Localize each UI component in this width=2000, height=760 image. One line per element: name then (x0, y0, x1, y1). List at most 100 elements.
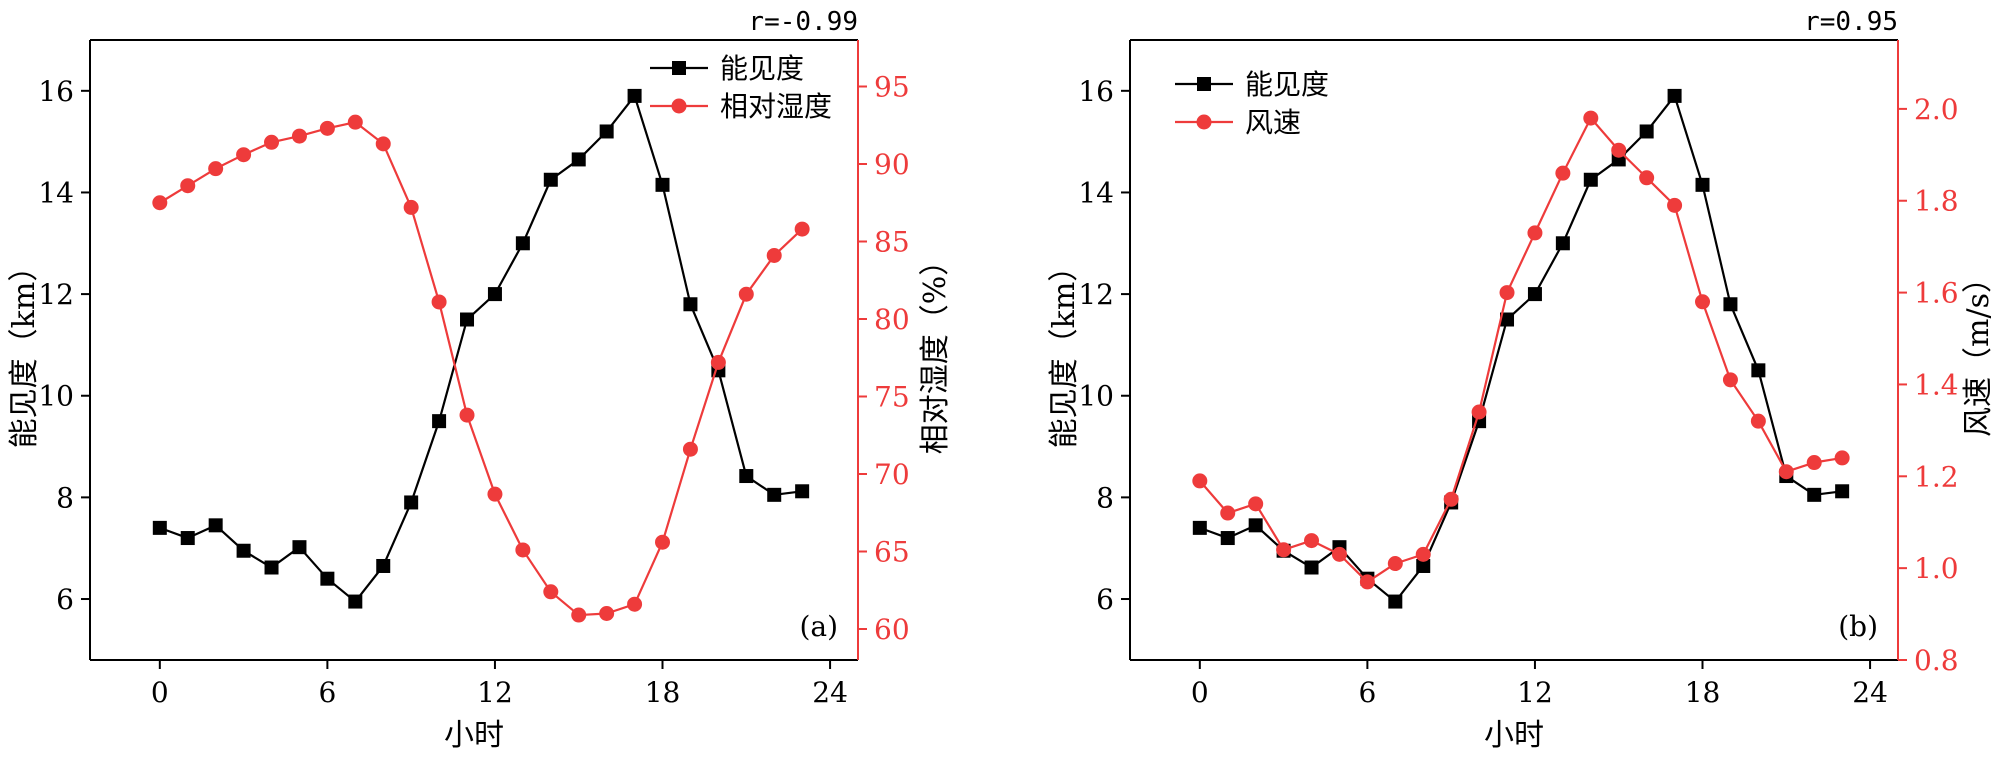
data-point-circle (543, 584, 559, 600)
data-point-square (1807, 487, 1822, 502)
data-point-square (655, 177, 670, 192)
right-y-tick-label: 75 (874, 381, 910, 414)
data-point-circle (1834, 450, 1850, 466)
data-point-square (1304, 560, 1319, 575)
data-point-circle (794, 221, 810, 237)
data-point-circle (1667, 197, 1683, 213)
left-y-tick-label: 14 (38, 176, 74, 209)
right-y-tick-label: 70 (874, 458, 910, 491)
data-point-circle (152, 195, 168, 211)
data-point-square (1416, 558, 1431, 573)
right-y-tick-label: 95 (874, 71, 910, 104)
data-point-circle (766, 247, 782, 263)
data-point-circle (1443, 491, 1459, 507)
data-point-square (180, 531, 195, 546)
data-point-circle (1583, 110, 1599, 126)
legend-label: 能见度 (720, 52, 804, 85)
right-y-axis-title: 相对湿度（%） (918, 246, 953, 455)
legend-label: 风速 (1245, 106, 1301, 139)
left-y-tick-label: 16 (1078, 75, 1114, 108)
data-point-circle (459, 407, 475, 423)
x-tick-label: 18 (645, 676, 681, 709)
left-y-tick-label: 16 (38, 75, 74, 108)
data-point-circle (347, 114, 363, 130)
data-point-square (376, 558, 391, 573)
right-y-tick-label: 1.8 (1914, 185, 1959, 218)
data-point-circle (1806, 455, 1822, 471)
x-tick-label: 24 (812, 676, 848, 709)
right-y-tick-label: 65 (874, 536, 910, 569)
right-y-tick-label: 1.6 (1914, 277, 1959, 310)
data-point-circle (1695, 294, 1711, 310)
data-point-square (1248, 518, 1263, 533)
data-point-square (571, 152, 586, 167)
data-point-square (348, 594, 363, 609)
data-point-square (515, 236, 530, 251)
data-point-square (1388, 594, 1403, 609)
data-point-circle (1611, 142, 1627, 158)
data-point-circle (627, 596, 643, 612)
right-y-tick-label: 60 (874, 613, 910, 646)
left-y-tick-label: 8 (1096, 481, 1114, 514)
data-point-circle (1750, 413, 1766, 429)
x-axis-title: 小时 (444, 718, 504, 753)
data-point-circle (738, 286, 754, 302)
panel-a: 0 6 12 18 24 6 8 10 12 14 16 60 65 70 75 80 85 90 95 小时 能见度（… (7, 7, 953, 753)
left-y-tick-label: 12 (38, 278, 74, 311)
right-y-tick-label: 2.0 (1914, 93, 1959, 126)
data-point-square (1527, 287, 1542, 302)
right-y-tick-label: 1.0 (1914, 552, 1959, 585)
data-point-circle (375, 136, 391, 152)
series-line-visibility (1199, 94, 1843, 603)
data-point-circle (710, 354, 726, 370)
x-tick-label: 24 (1852, 676, 1888, 709)
data-point-square (320, 571, 335, 586)
data-point-square (1723, 297, 1738, 312)
data-point-circle (1415, 546, 1431, 562)
left-y-axis-title: 能见度（km） (1047, 252, 1082, 449)
left-y-tick-label: 6 (56, 583, 74, 616)
data-point-circle (1639, 170, 1655, 186)
data-point-square (627, 88, 642, 103)
panel-label: (b) (1838, 610, 1878, 643)
panel-label: (a) (799, 610, 838, 643)
legend-label: 能见度 (1245, 68, 1329, 101)
right-y-tick-label: 90 (874, 148, 910, 181)
data-point-circle (180, 178, 196, 194)
data-point-circle (571, 607, 587, 623)
data-point-circle (487, 486, 503, 502)
data-point-circle (1220, 505, 1236, 521)
data-point-circle (431, 294, 447, 310)
right-y-axis-title: 风速（m/s） (1961, 263, 1996, 437)
data-point-circle (208, 161, 224, 177)
right-y-tick-label: 1.2 (1914, 460, 1959, 493)
left-y-axis-title: 能见度（km） (7, 252, 42, 449)
x-tick-label: 6 (1358, 676, 1376, 709)
data-point-square (487, 287, 502, 302)
data-point-square (739, 469, 754, 484)
x-tick-label: 6 (318, 676, 336, 709)
data-point-circle (236, 147, 252, 163)
data-point-square (460, 312, 475, 327)
data-point-square (404, 495, 419, 510)
data-point-circle (1304, 533, 1320, 549)
left-y-tick-label: 12 (1078, 278, 1114, 311)
x-tick-label: 0 (151, 676, 169, 709)
x-tick-label: 18 (1685, 676, 1721, 709)
data-point-square (1555, 236, 1570, 251)
data-point-circle (599, 606, 615, 621)
left-y-tick-label: 6 (1096, 583, 1114, 616)
left-y-tick-label: 10 (1078, 380, 1114, 413)
x-tick-label: 12 (477, 676, 513, 709)
data-point-square (152, 520, 167, 535)
data-point-circle (1359, 574, 1375, 590)
x-axis-title: 小时 (1484, 718, 1544, 753)
data-point-square (1751, 363, 1766, 378)
data-point-circle (1555, 165, 1571, 181)
data-point-circle (1276, 542, 1292, 558)
right-y-tick-label: 85 (874, 226, 910, 259)
legend-marker-square (672, 61, 686, 75)
correlation-label: r=0.95 (1804, 7, 1898, 37)
